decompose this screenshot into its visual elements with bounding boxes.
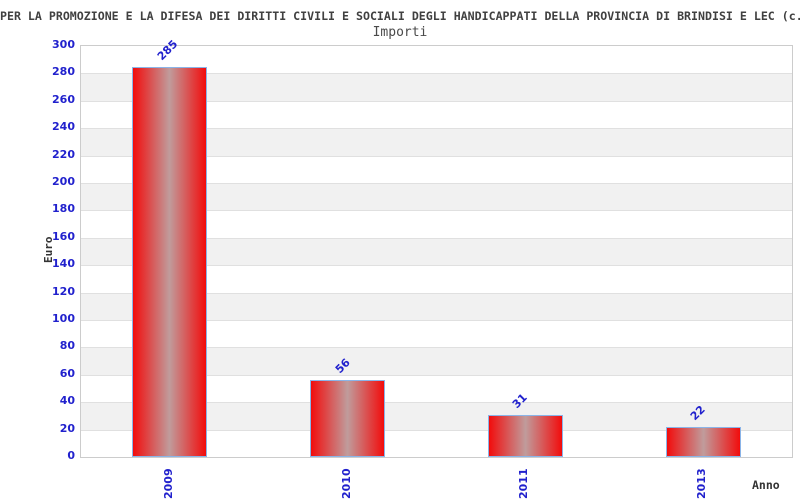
gridline <box>81 320 792 321</box>
y-tick-label: 300 <box>52 38 75 51</box>
y-tick-label: 160 <box>52 229 75 243</box>
y-tick-label: 280 <box>52 65 75 79</box>
gridline <box>81 292 792 294</box>
gridline <box>81 128 792 130</box>
x-tick-label-2009: 2009 <box>161 468 175 499</box>
y-tick-label: 0 <box>67 449 75 462</box>
gridline <box>81 183 792 184</box>
bar-2013 <box>665 426 741 457</box>
chart-title: PER LA PROMOZIONE E LA DIFESA DEI DIRITT… <box>0 5 800 22</box>
gridline <box>81 347 792 349</box>
bar-2010 <box>310 380 386 457</box>
x-axis-title: Anno <box>752 478 780 492</box>
gridline <box>81 429 792 431</box>
gridline <box>81 374 792 376</box>
y-tick-label: 80 <box>59 339 75 353</box>
chart-title-text: PER LA PROMOZIONE E LA DIFESA DEI DIRITT… <box>0 9 800 22</box>
y-tick-label: 40 <box>59 394 75 408</box>
y-tick-label: 20 <box>59 421 75 435</box>
gridline <box>81 402 792 404</box>
y-tick-label: 260 <box>52 92 75 106</box>
y-tick-label: 60 <box>59 366 75 380</box>
bar-2009 <box>132 66 208 457</box>
y-tick-label: 140 <box>52 257 75 271</box>
gridline <box>81 73 792 75</box>
y-tick-label: 240 <box>52 120 75 134</box>
plot-area: 285 56 31 22 <box>80 37 793 458</box>
gridline <box>81 210 792 212</box>
bar-2011 <box>487 414 563 457</box>
y-tick-label: 220 <box>52 147 75 161</box>
x-tick-label-2013: 2013 <box>695 468 709 499</box>
gridline <box>81 155 792 157</box>
chart-subtitle: Importi <box>372 25 428 40</box>
x-tick-label-2010: 2010 <box>339 468 353 499</box>
y-tick-label: 100 <box>52 312 75 325</box>
x-tick-label-2011: 2011 <box>517 468 531 499</box>
y-tick-label: 120 <box>52 284 75 298</box>
y-tick-label: 200 <box>52 175 75 188</box>
gridline <box>81 100 792 102</box>
gridline <box>81 237 792 239</box>
gridline <box>81 265 792 267</box>
y-tick-label: 180 <box>52 202 75 216</box>
